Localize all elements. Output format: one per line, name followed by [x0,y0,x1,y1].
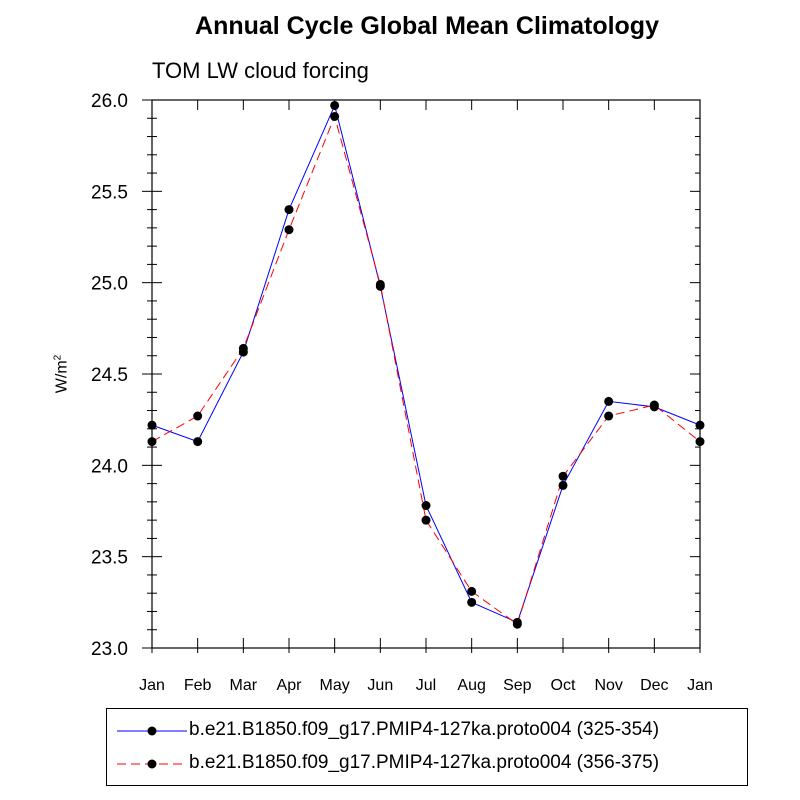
x-tick-label: Apr [277,677,303,694]
series-2-point [649,400,659,410]
x-tick-label: Jan [139,677,165,694]
x-tick-label: Jan [687,677,713,694]
plot-frame [151,99,701,649]
chart-subtitle: TOM LW cloud forcing [152,58,369,83]
x-tick-label: Aug [457,677,485,694]
y-axis-label: W/m2 [52,355,71,393]
x-tick-label: Sep [503,677,532,694]
series-2-point [467,586,477,596]
series-1-point [330,100,340,110]
series-2-point [512,619,522,629]
legend-entry-1: b.e21.B1850.f09_g17.PMIP4-127ka.proto004… [107,716,747,746]
series-2-point [330,111,340,121]
series-2-point [238,343,248,353]
x-tick-label: Dec [640,677,668,694]
legend-label-2: b.e21.B1850.f09_g17.PMIP4-127ka.proto004… [189,752,660,773]
legend-label-1: b.e21.B1850.f09_g17.PMIP4-127ka.proto004… [189,719,660,740]
legend-swatch-1 [117,726,187,736]
series-1-point [558,480,568,490]
y-tick-label: 25.5 [91,182,128,203]
x-tick-label: Nov [594,677,622,694]
x-tick-label: Oct [551,677,576,694]
y-tick-label: 26.0 [91,91,128,112]
x-tick-label: Feb [184,677,212,694]
series-1-point [284,205,294,215]
series-line-1 [151,103,701,624]
series-2-point [558,471,568,481]
series-1-point [695,420,705,430]
y-tick-label: 23.5 [91,548,128,569]
series-2-point [375,279,385,289]
x-tick-label: Mar [230,677,258,694]
x-tick-label: May [320,677,350,694]
y-axis-label-superscript: 2 [52,354,64,361]
series-2-point [695,437,705,447]
series-1-point [147,420,157,430]
legend: b.e21.B1850.f09_g17.PMIP4-127ka.proto004… [106,708,748,786]
series-1-point [467,597,477,607]
y-axis-label-text: W/m [53,360,71,394]
y-tick-label: 23.0 [91,639,128,660]
series-2-point [284,225,294,235]
x-tick-label: Jul [416,677,436,694]
series-1-point [193,437,203,447]
series-1-point [421,501,431,511]
y-tick-label: 24.5 [91,365,128,386]
series-2-point [193,411,203,421]
series-2-point [604,411,614,421]
chart-title: Annual Cycle Global Mean Climatology [195,12,659,40]
series-1-point [604,396,614,406]
y-tick-label: 25.0 [91,274,128,295]
series-2-point [421,515,431,525]
x-tick-label: Jun [367,677,393,694]
legend-swatch-2 [117,759,187,769]
series-2-point [147,437,157,447]
y-tick-label: 24.0 [91,456,128,477]
legend-entry-2: b.e21.B1850.f09_g17.PMIP4-127ka.proto004… [107,749,747,779]
